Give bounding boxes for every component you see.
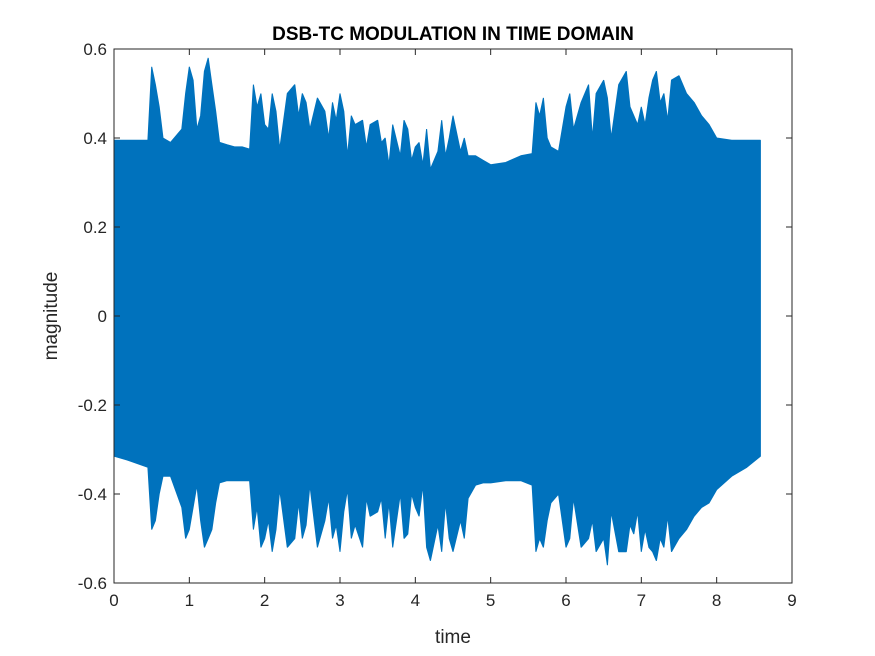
x-tick-label: 5	[486, 591, 495, 610]
x-tick-label: 3	[335, 591, 344, 610]
x-tick-label: 4	[411, 591, 420, 610]
x-tick-label: 0	[109, 591, 118, 610]
x-tick-label: 7	[637, 591, 646, 610]
signal-series-0	[113, 57, 761, 566]
x-tick-label: 8	[712, 591, 721, 610]
x-axis-label: time	[435, 627, 471, 648]
x-tick-label: 2	[260, 591, 269, 610]
y-tick-labels: -0.6 -0.4 -0.2 0 0.2 0.4 0.6	[78, 40, 107, 593]
x-tick-label: 1	[185, 591, 194, 610]
y-tick-label: -0.4	[78, 485, 107, 504]
chart-title: DSB-TC MODULATION IN TIME DOMAIN	[272, 24, 634, 45]
y-tick-label: 0	[98, 307, 107, 326]
tick-marks	[113, 48, 793, 584]
y-axis-label: magnitude	[41, 272, 62, 361]
axes-box	[113, 48, 793, 584]
y-tick-label: -0.6	[78, 574, 107, 593]
y-tick-label: 0.4	[83, 129, 107, 148]
y-tick-label: 0.2	[83, 218, 107, 237]
x-tick-labels: 0 1 2 3 4 5 6 7 8 9	[109, 591, 796, 610]
y-tick-label: 0.6	[83, 40, 107, 59]
x-tick-label: 9	[787, 591, 796, 610]
signal-layer	[113, 57, 761, 566]
x-tick-label: 6	[561, 591, 570, 610]
y-tick-label: -0.2	[78, 396, 107, 415]
